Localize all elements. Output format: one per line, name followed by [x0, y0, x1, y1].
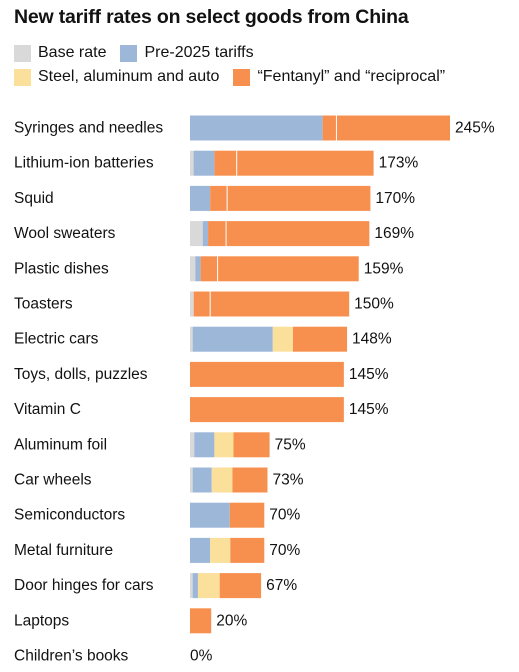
bar-car-wheels-fentanyl-and-reciprocal: [232, 467, 268, 493]
category-label-plastic-dishes: Plastic dishes: [14, 260, 109, 277]
bar-metal-furniture-fentanyl-and-reciprocal: [230, 537, 265, 563]
legend-label-fentanyl: “Fentanyl” and “reciprocal”: [257, 68, 446, 85]
bar-aluminum-foil-base-rate: [190, 432, 195, 458]
bar-toys-dolls-puzzles-fentanyl-and-reciprocal: [190, 361, 344, 387]
legend-row-2: Steel, aluminum and auto “Fentanyl” and …: [14, 68, 459, 86]
total-label-aluminum-foil: 75%: [275, 436, 306, 453]
category-label-wool-sweaters: Wool sweaters: [14, 225, 116, 242]
bar-squid-fentanyl-and-reciprocal: [210, 185, 371, 211]
legend-label-base-rate: Base rate: [38, 44, 107, 61]
total-label-toys-dolls-puzzles: 145%: [349, 366, 389, 383]
bar-toasters-base-rate: [190, 291, 194, 317]
total-label-children-s-books: 0%: [190, 648, 213, 665]
bar-semiconductors-fentanyl-and-reciprocal: [229, 502, 265, 528]
bar-door-hinges-for-cars-pre-2025-tariffs: [192, 573, 198, 599]
bar-laptops-fentanyl-and-reciprocal: [190, 608, 212, 634]
legend-item-base-rate: Base rate: [14, 44, 106, 62]
legend-row-1: Base rate Pre-2025 tariffs: [14, 44, 268, 62]
category-label-toys-dolls-puzzles: Toys, dolls, puzzles: [14, 366, 148, 383]
bar-lithium-ion-batteries-fentanyl-and-reciprocal: [214, 150, 374, 176]
category-label-toasters: Toasters: [14, 296, 73, 313]
category-label-car-wheels: Car wheels: [14, 472, 92, 489]
bar-electric-cars-base-rate: [190, 326, 193, 352]
total-label-electric-cars: 148%: [352, 331, 392, 348]
bar-plastic-dishes-base-rate: [190, 256, 196, 282]
bar-wool-sweaters-fentanyl-and-reciprocal: [208, 221, 370, 247]
total-label-laptops: 20%: [216, 612, 247, 629]
legend-item-fentanyl: “Fentanyl” and “reciprocal”: [233, 68, 445, 86]
bar-lithium-ion-batteries-pre-2025-tariffs: [193, 150, 215, 176]
legend-label-steel: Steel, aluminum and auto: [38, 68, 220, 85]
category-label-door-hinges-for-cars: Door hinges for cars: [14, 577, 154, 594]
total-label-door-hinges-for-cars: 67%: [266, 577, 297, 594]
legend-label-pre-2025: Pre-2025 tariffs: [144, 44, 254, 61]
category-label-squid: Squid: [14, 190, 54, 207]
total-label-vitamin-c: 145%: [349, 401, 389, 418]
category-label-laptops: Laptops: [14, 612, 69, 629]
category-label-lithium-ion-batteries: Lithium-ion batteries: [14, 155, 154, 172]
bar-aluminum-foil-pre-2025-tariffs: [194, 432, 215, 458]
total-label-car-wheels: 73%: [272, 472, 303, 489]
bar-plastic-dishes-pre-2025-tariffs: [195, 256, 201, 282]
bar-wool-sweaters-pre-2025-tariffs: [202, 221, 209, 247]
bar-syringes-and-needles-fentanyl-and-reciprocal: [322, 115, 450, 141]
bar-semiconductors-pre-2025-tariffs: [190, 502, 230, 528]
bar-aluminum-foil-fentanyl-and-reciprocal: [233, 432, 270, 458]
bar-wool-sweaters-base-rate: [190, 221, 203, 247]
bar-squid-pre-2025-tariffs: [190, 185, 211, 211]
category-label-semiconductors: Semiconductors: [14, 507, 125, 524]
bar-syringes-and-needles-pre-2025-tariffs: [190, 115, 323, 141]
bar-aluminum-foil-steel-aluminum-and-auto: [214, 432, 234, 458]
category-label-metal-furniture: Metal furniture: [14, 542, 113, 559]
bar-vitamin-c-fentanyl-and-reciprocal: [190, 397, 344, 423]
bar-metal-furniture-steel-aluminum-and-auto: [210, 537, 231, 563]
bar-electric-cars-fentanyl-and-reciprocal: [292, 326, 348, 352]
bar-car-wheels-steel-aluminum-and-auto: [211, 467, 233, 493]
bar-door-hinges-for-cars-fentanyl-and-reciprocal: [219, 573, 262, 599]
bar-lithium-ion-batteries-base-rate: [190, 150, 194, 176]
bar-plastic-dishes-fentanyl-and-reciprocal: [200, 256, 359, 282]
legend-item-steel: Steel, aluminum and auto: [14, 68, 219, 86]
category-label-electric-cars: Electric cars: [14, 331, 99, 348]
total-label-plastic-dishes: 159%: [364, 260, 404, 277]
chart-title: New tariff rates on select goods from Ch…: [14, 6, 409, 28]
total-label-lithium-ion-batteries: 173%: [379, 155, 419, 172]
legend-swatch-fentanyl: [233, 68, 251, 86]
bar-car-wheels-base-rate: [190, 467, 193, 493]
total-label-squid: 170%: [375, 190, 415, 207]
category-label-vitamin-c: Vitamin C: [14, 401, 81, 418]
bar-toasters-fentanyl-and-reciprocal: [193, 291, 350, 317]
bar-door-hinges-for-cars-steel-aluminum-and-auto: [197, 573, 220, 599]
bar-car-wheels-pre-2025-tariffs: [192, 467, 212, 493]
legend-swatch-base-rate: [14, 44, 31, 62]
legend-swatch-pre-2025: [120, 44, 138, 62]
total-label-metal-furniture: 70%: [269, 542, 300, 559]
bar-metal-furniture-pre-2025-tariffs: [190, 537, 211, 563]
legend-swatch-steel: [14, 68, 31, 86]
bar-electric-cars-pre-2025-tariffs: [192, 326, 273, 352]
category-label-children-s-books: Children’s books: [14, 648, 129, 665]
total-label-toasters: 150%: [354, 296, 394, 313]
total-label-wool-sweaters: 169%: [374, 225, 414, 242]
total-label-syringes-and-needles: 245%: [455, 120, 495, 137]
total-label-semiconductors: 70%: [269, 507, 300, 524]
category-label-aluminum-foil: Aluminum foil: [14, 436, 107, 453]
category-label-syringes-and-needles: Syringes and needles: [14, 120, 163, 137]
bar-electric-cars-steel-aluminum-and-auto: [272, 326, 293, 352]
legend-item-pre-2025: Pre-2025 tariffs: [120, 44, 254, 62]
bar-door-hinges-for-cars-base-rate: [190, 573, 193, 599]
